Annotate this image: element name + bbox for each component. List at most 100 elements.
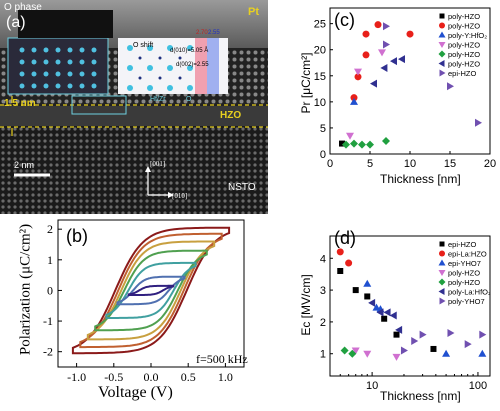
data-point-c [370,79,377,88]
data-point-c [339,140,345,147]
data-point-d [376,308,384,317]
data-point-c [350,94,358,102]
frequency-annotation: f=500 kHz [196,352,248,366]
legend-label-c: poly-HZO [448,12,480,21]
data-point-d [345,259,353,267]
hysteresis-loop-4 [105,261,197,319]
legend-marker-c [438,42,446,48]
data-point-d [430,345,437,352]
data-point-c [374,21,382,29]
legend-marker-c [438,60,445,67]
x-tick-label-c: 5 [367,158,373,170]
legend-o: O [186,96,192,103]
x-tick-label-b: 1.0 [218,370,233,384]
legend-label-d: epi-La:HZO [448,250,487,259]
data-point-c [378,49,386,57]
y-tick-label-c: 15 [314,71,326,83]
tem-image-panel: O phase Pt (a) O shift d(010)=5.05 Å d(0… [0,0,268,214]
x-tick-label-c: 0 [327,158,333,170]
x-tick-label-c: 20 [484,158,496,170]
legend-label-d: poly-HZO [448,269,480,278]
hysteresis-loop-0 [71,226,231,355]
data-point-c [398,55,405,64]
legend-marker-d [439,241,445,247]
data-point-d [363,350,372,358]
data-point-c [350,139,358,148]
data-point-d [478,349,487,357]
data-point-c [346,132,354,140]
data-point-d [348,349,357,358]
data-point-c [447,82,454,91]
hysteresis-loop-5 [116,275,186,306]
thickness-label: 1.5 nm [4,98,36,109]
data-point-c [383,22,390,31]
pt-label: Pt [248,6,259,18]
y-tick-label-b: 2 [47,222,53,236]
panel-c: 0 5 10 15 20 0 5 10 15 20 25 poly-HZO poly-HZO poly-… [290,0,500,214]
d002-label: d(002)=2.55 [176,62,209,68]
panel-b-letter: (b) [66,226,88,246]
legend-marker-c [438,31,446,38]
ratio-label-2: 2.55 [208,30,220,36]
legend-marker-c [438,50,446,58]
y-tick-label-d: 2 [320,317,326,329]
data-point-d [464,340,472,349]
panel-b: -1.0 -0.5 0.0 0.5 1.0 -2 -1 0 1 2 (b) f=500 kHz … [0,216,268,406]
x-tick-label-b: -1.0 [67,370,86,384]
data-point-d [364,293,371,300]
data-point-d [363,279,372,287]
legend-label-c: epi-HZO [448,69,477,78]
legend-marker-d [438,259,446,266]
y-tick-label-d: 1 [320,349,326,361]
legend-marker-d [438,270,446,276]
data-point-d [395,325,403,334]
data-point-d [411,337,419,345]
y-tick-label-d: 3 [320,285,326,297]
legend-label-c: poly-HZO [448,22,480,31]
o-shift-label: O shift [133,42,154,49]
x-axis-label-c: Thickness [nm] [380,172,461,186]
y-tick-label-c: 0 [320,149,326,161]
data-point-d [352,287,359,294]
data-point-d [368,298,376,307]
data-point-c [406,30,414,38]
y-tick-label-b: -1 [43,314,53,328]
panel-d-letter: (d) [334,228,356,248]
panel-a-letter: (a) [6,14,26,31]
data-point-c [362,51,370,59]
legend-label-d: poly-HZO [448,278,480,287]
legend-marker-c [439,13,445,19]
data-point-d [381,315,388,322]
data-point-c [354,73,362,81]
y-axis-label-b: Polarization (μC/cm²) [17,223,34,356]
data-point-d [337,268,344,274]
legend-label-c: poly-HZO [448,50,480,59]
data-point-c [358,140,366,149]
data-point-c [350,97,358,105]
hysteresis-loop-2 [86,240,216,341]
data-point-d [419,330,427,339]
hzo-label: HZO [220,110,242,121]
legend-label-d: poly-La:HfO₂ [448,288,491,297]
data-point-d [442,349,451,357]
hysteresis-loop-1 [79,232,223,349]
panel-d: 10 100 1 2 3 4 epi-HZO epi-La:HZO epi-YHO7 poly-… [290,214,500,406]
legend-marker-d [438,278,446,286]
y-tick-label-c: 10 [314,97,326,109]
y-tick-label-c: 20 [314,45,326,57]
y-tick-label-c: 25 [314,19,326,31]
data-point-c [382,136,390,145]
x-tick-label-d: 100 [469,380,487,392]
data-point-c [366,140,374,149]
x-tick-label-b: -0.5 [104,370,123,384]
panel-c-letter: (c) [334,10,355,30]
x-tick-label-c: 10 [404,158,416,170]
x-axis-label-d: Thickness [nm] [380,389,461,403]
data-point-d [479,330,487,339]
x-tick-label-b: 0.5 [181,370,196,384]
direction-001: [001] [150,160,166,168]
data-point-c [342,140,350,149]
hysteresis-loop-3 [94,249,208,332]
